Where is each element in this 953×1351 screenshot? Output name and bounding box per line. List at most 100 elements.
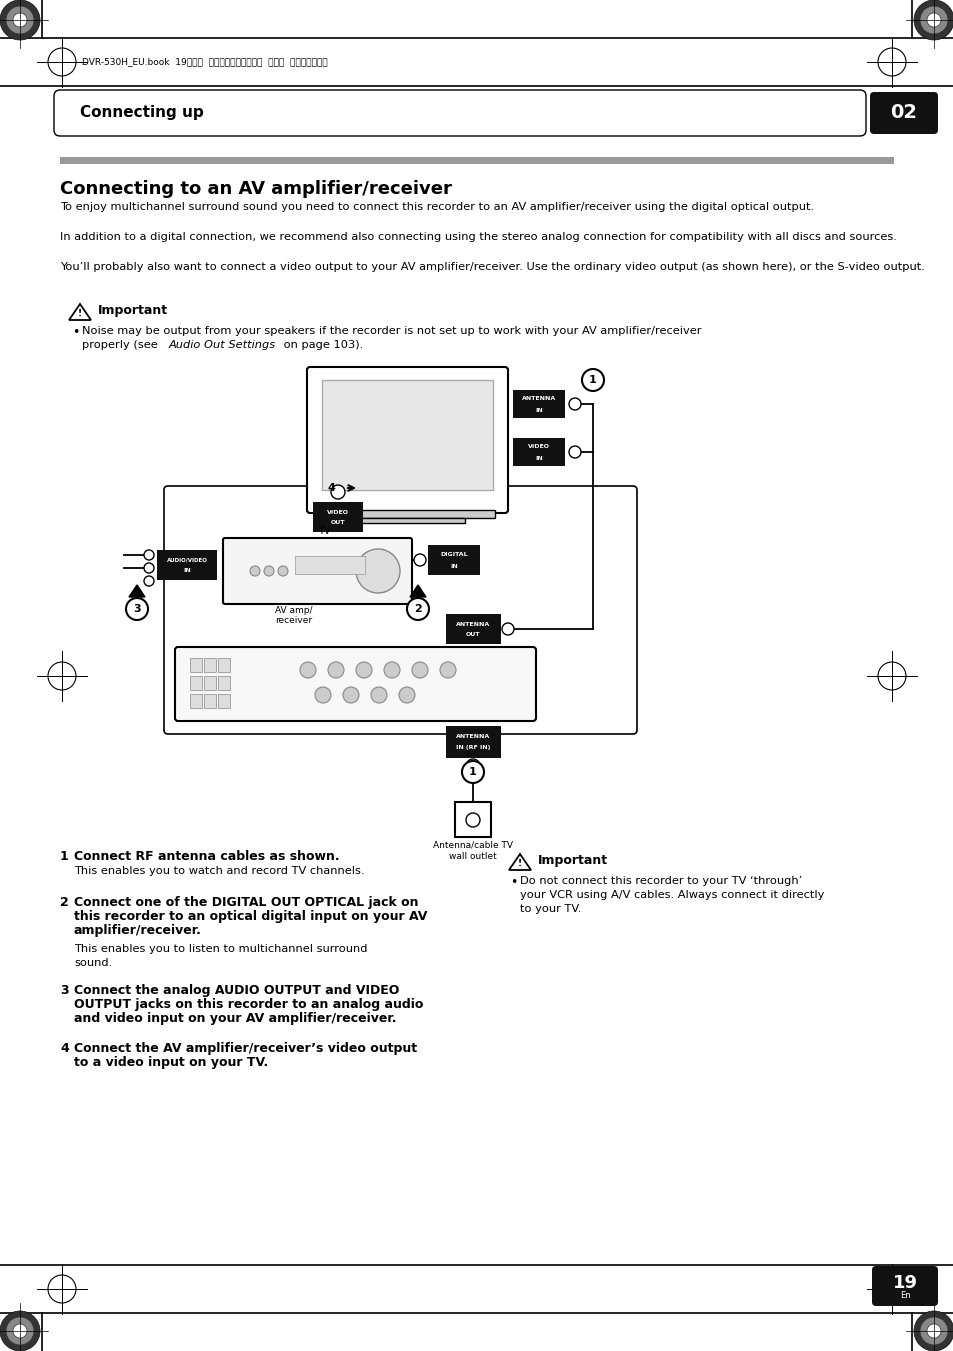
FancyBboxPatch shape [871, 1266, 937, 1306]
Text: Antenna/cable TV: Antenna/cable TV [433, 840, 513, 848]
Bar [190, 658, 202, 671]
Circle shape [913, 0, 953, 41]
Circle shape [926, 1324, 940, 1337]
Circle shape [6, 5, 34, 34]
Text: VIDEO: VIDEO [527, 444, 550, 450]
Text: 1: 1 [469, 767, 476, 777]
Bar [218, 694, 230, 708]
Circle shape [465, 759, 479, 773]
Text: DVR-530H_EU.book  19ページ  ２００５年２月１４日  月曜日  午後２時２０分: DVR-530H_EU.book 19ページ ２００５年２月１４日 月曜日 午後… [82, 58, 327, 66]
Text: IN: IN [450, 563, 457, 569]
Bar [350, 517, 464, 523]
Circle shape [371, 688, 387, 703]
Circle shape [355, 549, 399, 593]
Text: IN (RF IN): IN (RF IN) [456, 746, 490, 751]
Text: Connect the AV amplifier/receiver’s video output: Connect the AV amplifier/receiver’s vide… [74, 1042, 416, 1055]
Circle shape [461, 761, 483, 784]
Text: TV: TV [317, 526, 330, 536]
Text: 1: 1 [60, 850, 69, 863]
Text: 02: 02 [889, 104, 917, 123]
FancyBboxPatch shape [174, 647, 536, 721]
Text: Noise may be output from your speakers if the recorder is not set up to work wit: Noise may be output from your speakers i… [82, 326, 700, 336]
Circle shape [412, 662, 428, 678]
Text: 4: 4 [60, 1042, 69, 1055]
Circle shape [414, 554, 426, 566]
Text: This enables you to listen to multichannel surround: This enables you to listen to multichann… [74, 944, 367, 954]
Circle shape [581, 369, 603, 390]
Text: Important: Important [98, 304, 168, 317]
Bar [204, 676, 215, 690]
Bar [190, 694, 202, 708]
Text: !: ! [78, 309, 82, 319]
Circle shape [144, 550, 153, 561]
Polygon shape [129, 585, 145, 597]
Text: 2: 2 [414, 604, 421, 613]
Circle shape [328, 662, 344, 678]
Circle shape [919, 1317, 947, 1346]
Circle shape [407, 598, 429, 620]
Text: You’ll probably also want to connect a video output to your AV amplifier/receive: You’ll probably also want to connect a v… [60, 262, 923, 272]
Bar [60, 157, 893, 163]
Text: ANTENNA: ANTENNA [521, 396, 556, 401]
Text: 3: 3 [60, 984, 69, 997]
Circle shape [13, 14, 27, 27]
Text: 1: 1 [589, 376, 597, 385]
Bar [513, 390, 564, 417]
Text: En: En [899, 1292, 909, 1301]
Text: To enjoy multichannel surround sound you need to connect this recorder to an AV : To enjoy multichannel surround sound you… [60, 203, 813, 212]
Bar [218, 658, 230, 671]
Bar [204, 694, 215, 708]
Bar [455, 802, 491, 838]
Text: Connect one of the DIGITAL OUT OPTICAL jack on: Connect one of the DIGITAL OUT OPTICAL j… [74, 896, 418, 909]
Bar [322, 380, 493, 490]
Text: ANTENNA: ANTENNA [456, 621, 490, 627]
Circle shape [144, 576, 153, 586]
Bar [157, 550, 216, 580]
Bar [204, 658, 215, 671]
Circle shape [0, 1310, 40, 1351]
Text: to a video input on your TV.: to a video input on your TV. [74, 1056, 268, 1069]
Text: Connect the analog AUDIO OUTPUT and VIDEO: Connect the analog AUDIO OUTPUT and VIDE… [74, 984, 399, 997]
Text: to your TV.: to your TV. [519, 904, 580, 915]
Text: OUT: OUT [331, 520, 345, 526]
Text: receiver: receiver [274, 616, 312, 626]
Text: Connect RF antenna cables as shown.: Connect RF antenna cables as shown. [74, 850, 339, 863]
Circle shape [250, 566, 260, 576]
Circle shape [355, 662, 372, 678]
Bar [319, 509, 495, 517]
Circle shape [126, 598, 148, 620]
Text: IN: IN [183, 569, 191, 574]
Text: Important: Important [537, 854, 607, 867]
Circle shape [568, 399, 580, 409]
Text: Audio Out Settings: Audio Out Settings [169, 340, 275, 350]
Circle shape [277, 566, 288, 576]
Circle shape [926, 14, 940, 27]
Text: !: ! [517, 859, 521, 869]
Text: ANTENNA: ANTENNA [456, 734, 490, 739]
Text: your VCR using A/V cables. Always connect it directly: your VCR using A/V cables. Always connec… [519, 890, 823, 900]
Bar [446, 613, 500, 644]
Polygon shape [410, 585, 426, 597]
Text: 4: 4 [327, 484, 335, 493]
Text: 19: 19 [892, 1274, 917, 1292]
Circle shape [331, 485, 345, 499]
Circle shape [343, 688, 358, 703]
Text: Connecting to an AV amplifier/receiver: Connecting to an AV amplifier/receiver [60, 180, 452, 199]
Text: VIDEO: VIDEO [327, 509, 349, 515]
Bar [218, 676, 230, 690]
Text: •: • [510, 875, 517, 889]
Bar [428, 544, 479, 576]
Circle shape [913, 1310, 953, 1351]
Text: 3: 3 [133, 604, 141, 613]
FancyBboxPatch shape [54, 91, 865, 136]
Circle shape [299, 662, 315, 678]
Circle shape [501, 623, 514, 635]
FancyBboxPatch shape [869, 92, 937, 134]
Text: OUTPUT jacks on this recorder to an analog audio: OUTPUT jacks on this recorder to an anal… [74, 998, 423, 1011]
Circle shape [465, 813, 479, 827]
Text: and video input on your AV amplifier/receiver.: and video input on your AV amplifier/rec… [74, 1012, 396, 1025]
Circle shape [568, 446, 580, 458]
Text: DIGITAL: DIGITAL [439, 553, 467, 558]
Circle shape [919, 5, 947, 34]
Text: AUDIO/VIDEO: AUDIO/VIDEO [167, 558, 207, 562]
